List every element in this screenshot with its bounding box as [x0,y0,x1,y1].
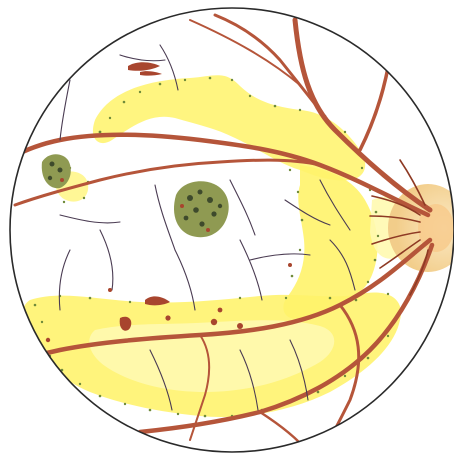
hemorrhage-dot-6 [108,288,112,292]
fundus-outline [9,7,454,453]
hemorrhage-lower-left [119,316,132,331]
hemorrhage-mid [145,296,170,306]
pigment-clumps [41,154,229,238]
exudate-zones [22,75,417,417]
hemorrhage-dot-1 [210,318,218,326]
disc-vessels [369,159,429,296]
exudate-upper [92,75,366,181]
hemorrhage-upper-2 [140,71,162,76]
hemorrhage-dot-7 [288,263,292,267]
pigment-clump-left [41,154,71,189]
pigment-clump-central [173,181,229,238]
hemorrhages [45,62,292,343]
hemorrhage-dot-5 [45,337,51,343]
retinal-vessels [10,13,435,452]
exudate-right [283,165,378,319]
exudate-stipple [33,76,390,418]
small-vessels [58,44,356,411]
hemorrhage-dot-4 [165,315,171,321]
hemorrhage-upper [128,62,160,71]
hemorrhage-dot-3 [217,307,223,313]
hemorrhage-dot-2 [237,323,243,329]
